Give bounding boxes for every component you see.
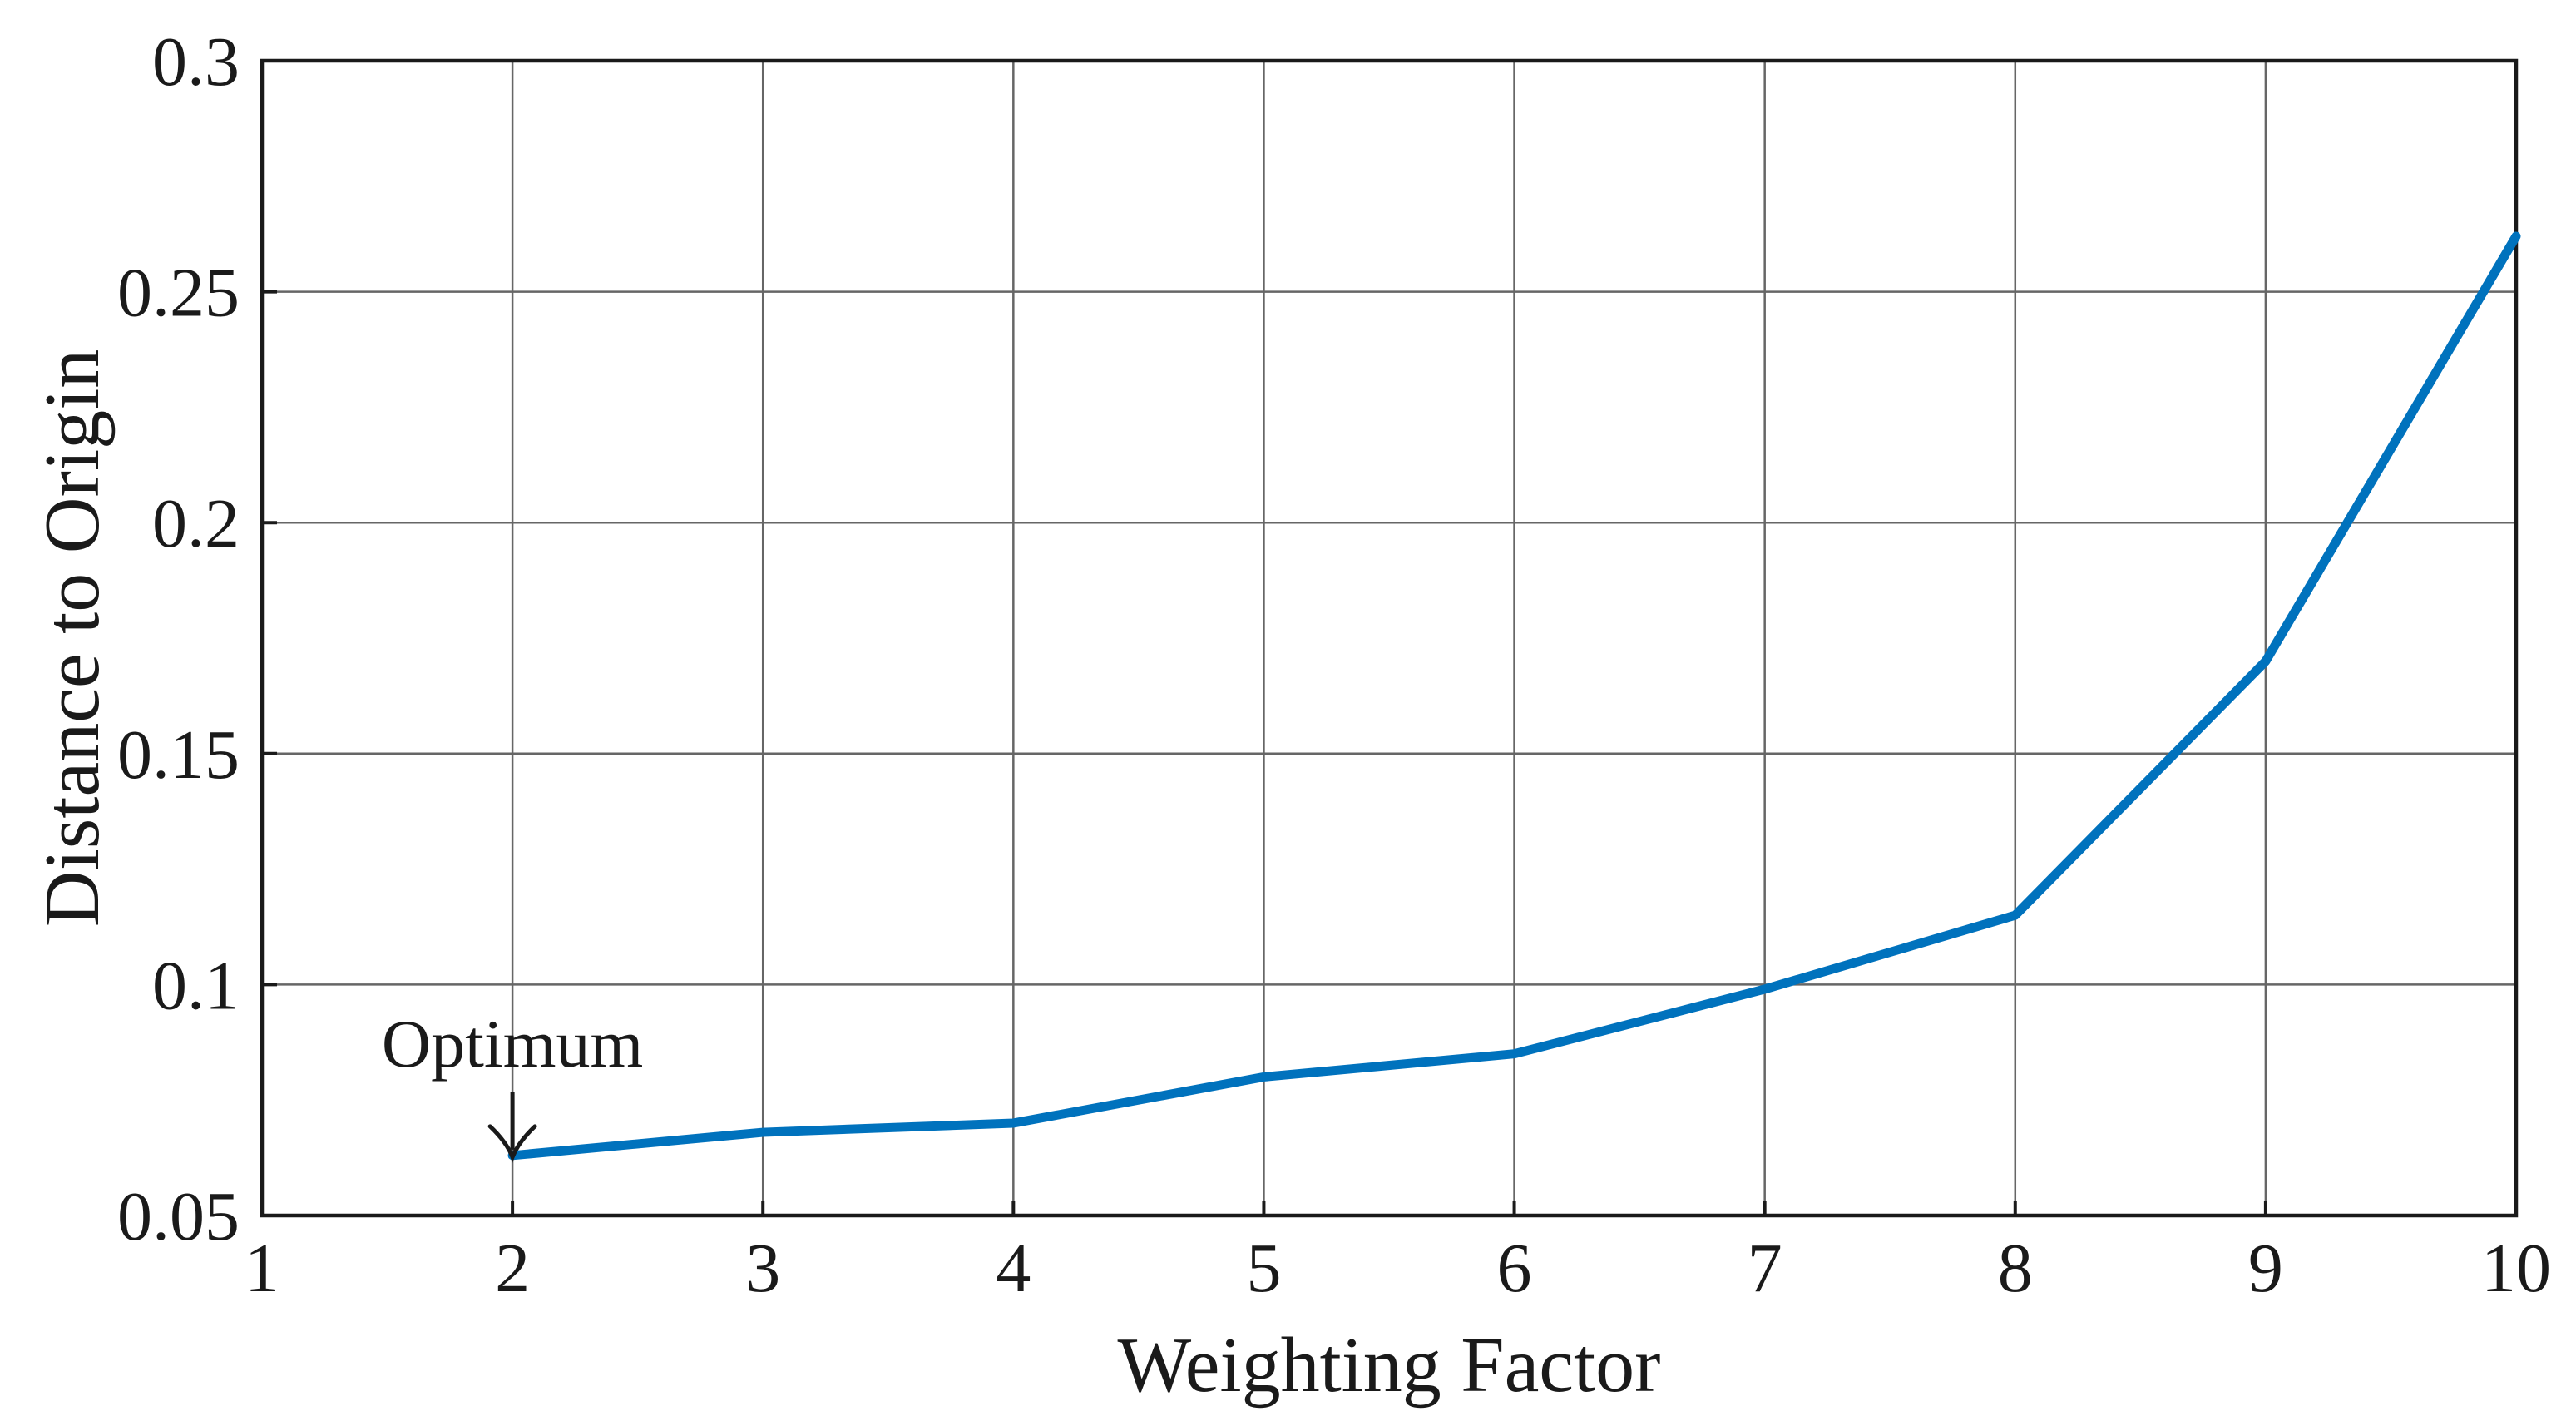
axes-box	[260, 58, 2519, 1218]
x-axis-title: Weighting Factor	[1118, 1322, 1661, 1409]
annotation-label: Optimum	[382, 1006, 643, 1082]
x-tick-label: 10	[2481, 1230, 2551, 1307]
y-tick-label: 0.1	[152, 947, 240, 1024]
y-tick-label: 0.25	[117, 255, 240, 332]
x-tick-label: 4	[996, 1230, 1031, 1307]
x-tick-label: 7	[1748, 1230, 1782, 1307]
x-tick-label: 8	[1998, 1230, 2033, 1307]
annotation-arrow-head	[487, 1124, 537, 1163]
x-tick-label: 5	[1246, 1230, 1281, 1307]
y-tick-label: 0.2	[152, 485, 240, 562]
x-tick-label: 2	[495, 1230, 530, 1307]
y-axis-title: Distance to Origin	[29, 349, 116, 927]
x-tick-label: 9	[2248, 1230, 2283, 1307]
y-tick-label: 0.05	[117, 1178, 240, 1255]
y-tick-label: 0.15	[117, 716, 240, 794]
x-tick-label: 3	[745, 1230, 780, 1307]
data-line	[507, 231, 2521, 1161]
y-tick-label: 0.3	[152, 23, 240, 101]
x-tick-label: 6	[1497, 1230, 1532, 1307]
x-tick-label: 1	[245, 1230, 279, 1307]
